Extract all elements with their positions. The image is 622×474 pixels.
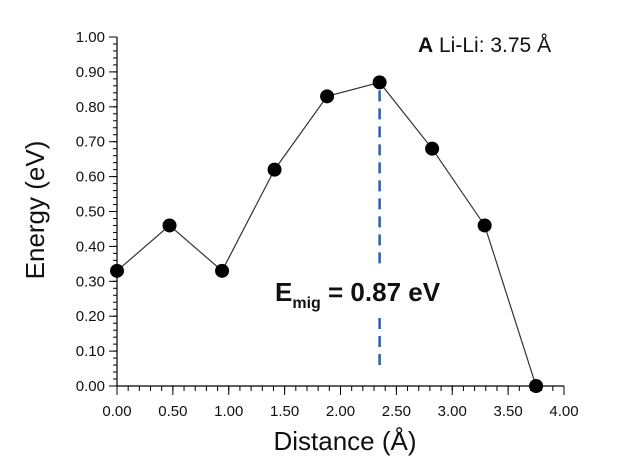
- x-axis-title: Distance (Å): [273, 426, 416, 456]
- y-tick-label: 0.00: [76, 378, 105, 395]
- y-tick-label: 0.90: [76, 64, 105, 81]
- data-point: [529, 379, 544, 393]
- data-point: [320, 89, 335, 104]
- data-point: [425, 141, 440, 156]
- data-point: [267, 162, 282, 177]
- annotation-main: E: [275, 277, 292, 307]
- y-tick-label: 0.40: [76, 238, 105, 255]
- x-tick-label: 2.00: [326, 403, 355, 420]
- y-tick-label: 0.50: [76, 204, 105, 221]
- chart-title-text: Li-Li: 3.75 Å: [433, 34, 551, 57]
- data-point: [477, 218, 492, 233]
- y-tick-label: 0.70: [76, 134, 105, 151]
- x-tick-label: 0.00: [102, 403, 131, 420]
- y-tick-label: 0.60: [76, 169, 105, 186]
- energy-series-line: [116, 81, 537, 387]
- y-tick-label: 0.20: [76, 308, 105, 325]
- series-group: [110, 75, 544, 393]
- data-point: [372, 75, 387, 90]
- y-axis-title: Energy (eV): [20, 141, 50, 280]
- y-tick-label: 0.10: [76, 343, 105, 360]
- x-tick-label: 4.00: [549, 403, 578, 420]
- y-tick-label: 0.80: [76, 99, 105, 116]
- x-tick-label: 2.50: [382, 403, 411, 420]
- axes: 0.00 0.50 1.00 1.50 2.00 2.50 3.00 3.50 4.00 0.00…: [76, 29, 579, 420]
- annotation-subscript: mig: [292, 295, 320, 312]
- y-tick-label: 0.30: [76, 273, 105, 290]
- annotation-value: = 0.87 eV: [321, 277, 441, 307]
- x-tick-label: 1.00: [214, 403, 243, 420]
- chart-title-letter: A: [418, 34, 433, 57]
- data-point: [110, 263, 124, 278]
- y-tick-label: 1.00: [76, 29, 105, 46]
- x-tick-label: 3.50: [494, 403, 523, 420]
- barrier-annotation: Emig = 0.87 eV: [275, 277, 441, 312]
- x-tick-label: 3.00: [438, 403, 467, 420]
- data-point: [215, 263, 230, 278]
- data-point: [162, 218, 177, 233]
- x-tick-label: 0.50: [158, 403, 187, 420]
- chart-title: A Li-Li: 3.75 Å: [418, 34, 551, 57]
- x-tick-label: 1.50: [270, 403, 299, 420]
